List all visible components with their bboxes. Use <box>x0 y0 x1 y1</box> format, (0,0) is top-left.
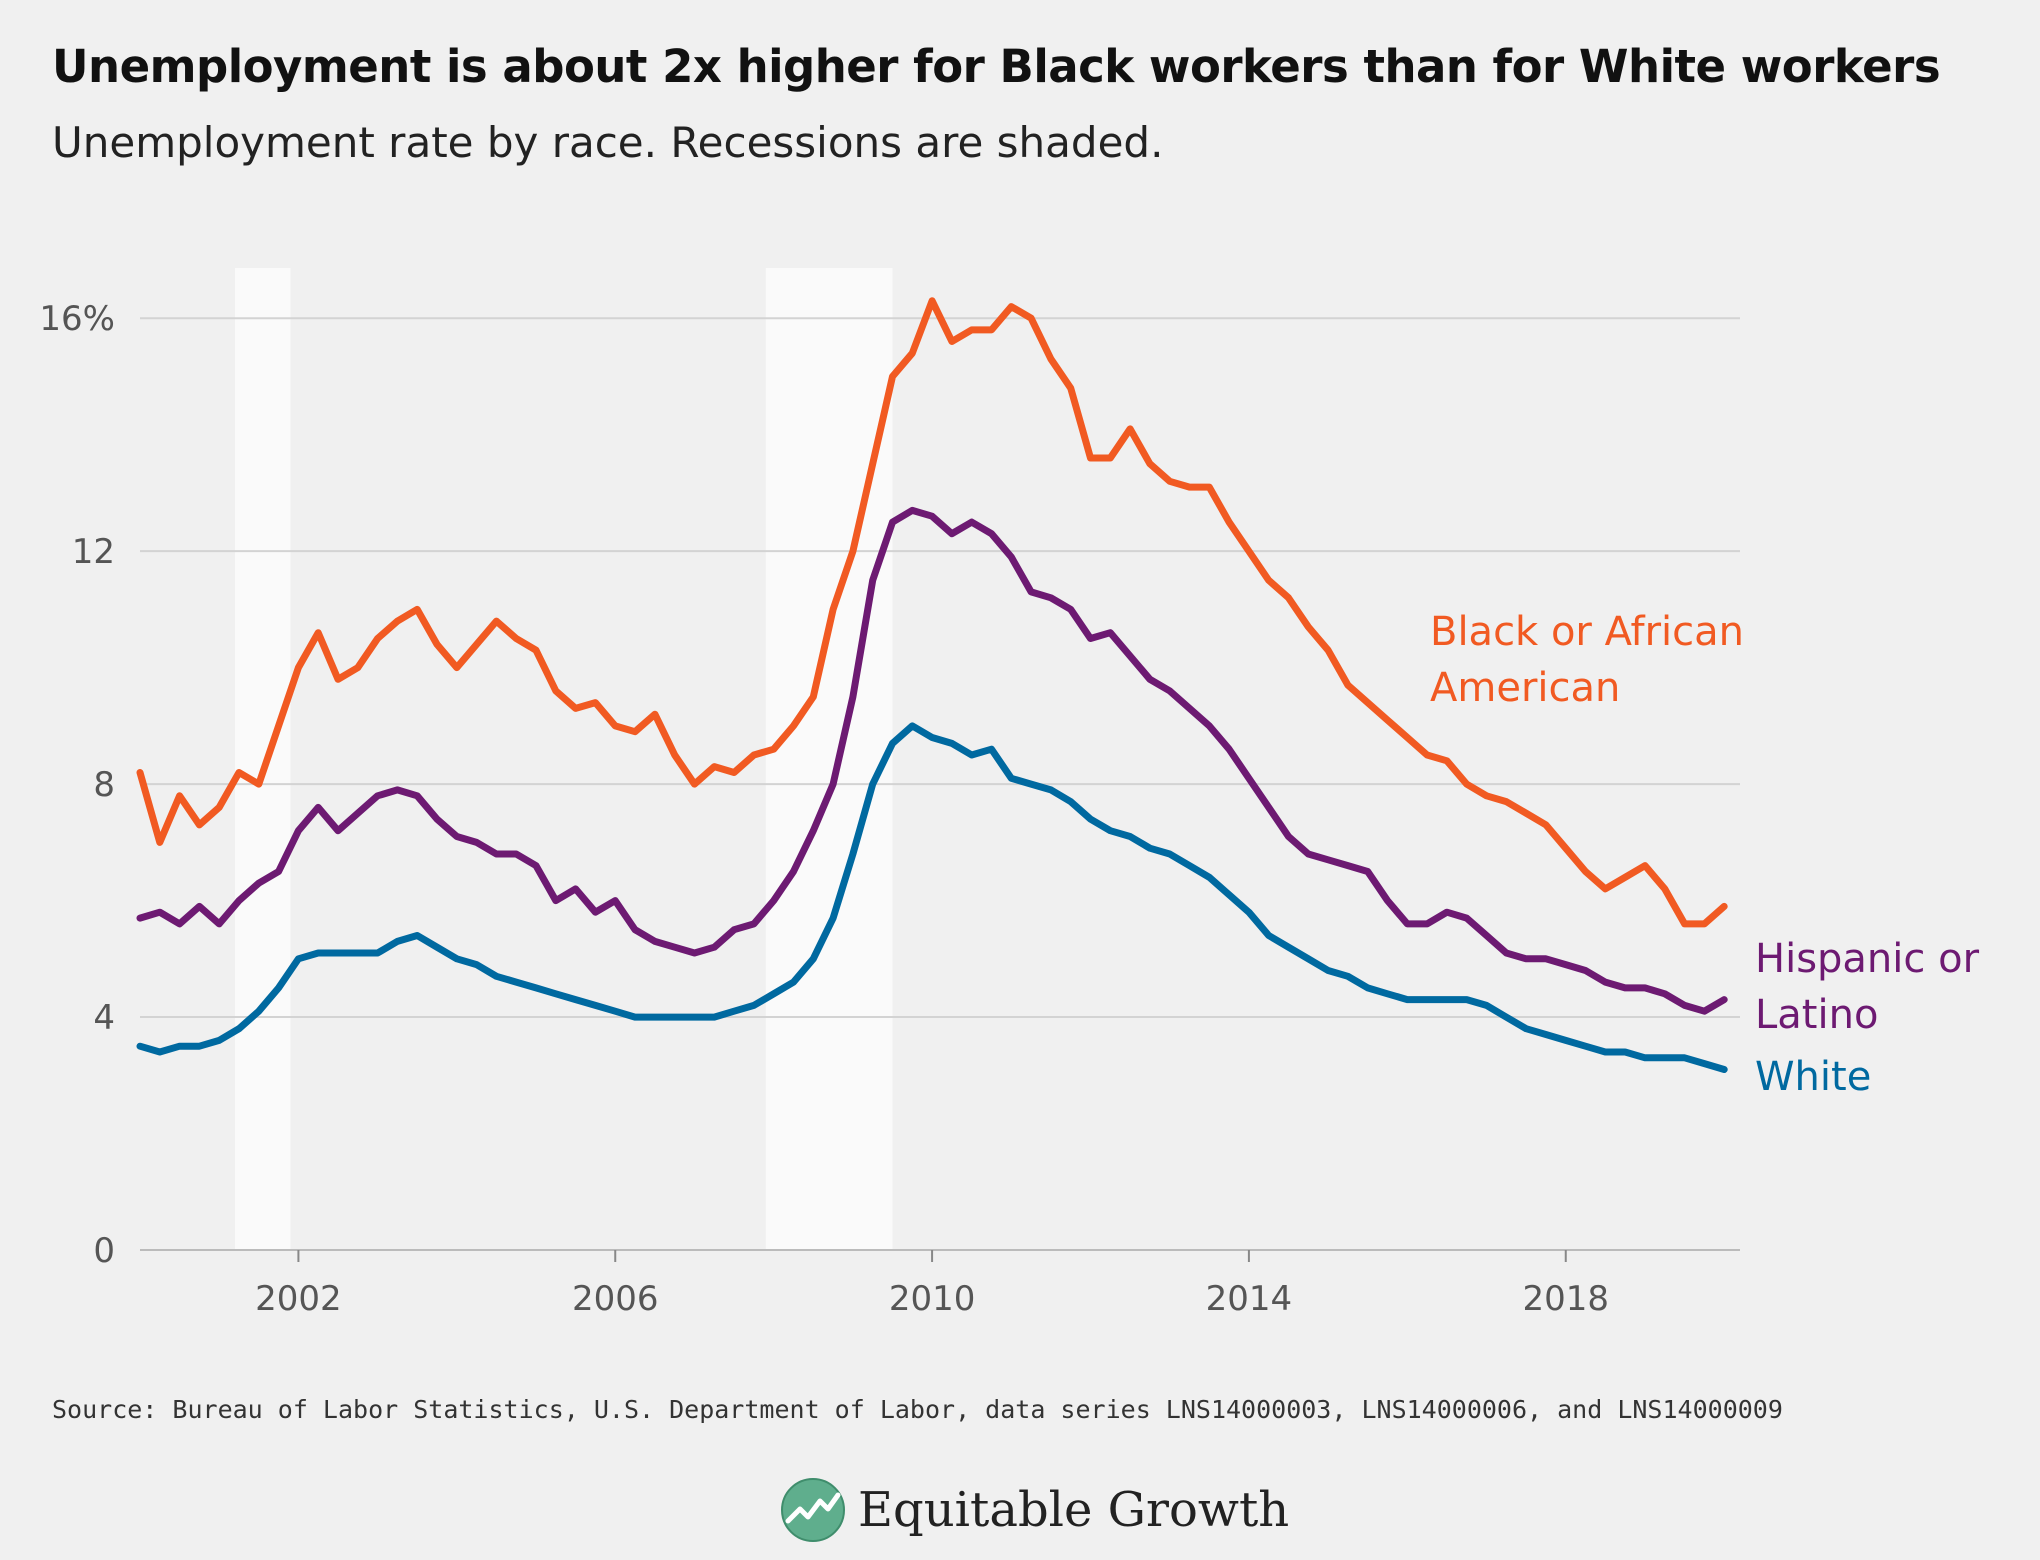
x-tick-label-2018: 2018 <box>1522 1279 1609 1319</box>
chart-title: Unemployment is about 2x higher for Blac… <box>52 40 1941 93</box>
x-tick-label-2014: 2014 <box>1206 1279 1293 1319</box>
series-line-white <box>136 722 1728 1073</box>
axis-labels-layer: 0 4 8 12 16% 2002 2006 2010 2014 2018 <box>39 299 1609 1319</box>
line-chart: 0 4 8 12 16% 2002 2006 2010 2014 2018 Black or Af… <box>39 268 1980 1319</box>
series-label-white-line-1: White <box>1755 1054 1871 1100</box>
y-tick-label-0: 0 <box>93 1231 115 1271</box>
series-line-black <box>136 297 1728 928</box>
y-tick-label-8: 8 <box>93 765 115 805</box>
source-note: Source: Bureau of Labor Statistics, U.S.… <box>52 1395 1783 1424</box>
series-line-hispanic <box>136 506 1728 1015</box>
x-tick-label-2002: 2002 <box>255 1279 342 1319</box>
x-tick-label-2010: 2010 <box>889 1279 976 1319</box>
series-label-hispanic-line-2: Latino <box>1755 992 1878 1038</box>
recession-band-1 <box>235 268 291 1250</box>
growth-chart-logo-icon <box>781 1478 845 1542</box>
x-tick-label-2006: 2006 <box>572 1279 659 1319</box>
recession-band-2 <box>765 268 893 1250</box>
brand-name: Equitable Growth <box>858 1482 1290 1538</box>
y-tick-label-12: 12 <box>72 532 115 572</box>
gridlines-layer <box>140 317 1740 1251</box>
recession-shading-layer <box>235 268 893 1250</box>
y-tick-label-4: 4 <box>93 998 115 1038</box>
brand-logo: Equitable Growth <box>780 1470 1289 1550</box>
chart-subtitle: Unemployment rate by race. Recessions ar… <box>52 118 1164 167</box>
series-label-hispanic-line-1: Hispanic or <box>1755 936 1980 982</box>
series-label-black-line-1: Black or African <box>1430 609 1744 655</box>
y-tick-label-16: 16% <box>39 299 115 339</box>
series-label-black-line-2: American <box>1430 665 1620 711</box>
series-labels-layer: Black or African American Hispanic or Latin… <box>1430 609 1980 1100</box>
series-lines-layer <box>136 297 1728 1073</box>
